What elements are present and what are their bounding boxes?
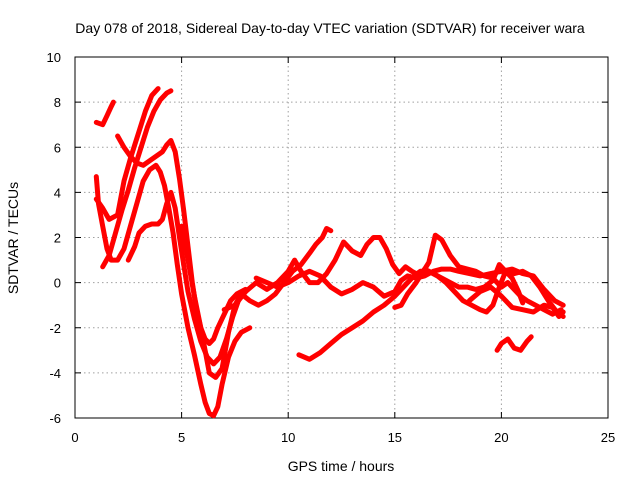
x-tick-label: 15 [388,430,402,445]
y-tick-label: -4 [49,366,61,381]
y-tick-label: 6 [54,140,61,155]
y-tick-label: 0 [54,276,61,291]
series-s5 [115,133,249,346]
tick-layer: 0 5 10 15 20 25 -6 -4 -2 0 2 4 6 8 10 [47,50,616,445]
y-axis-label: SDTVAR / TECUs [5,182,21,294]
y-tick-label: -2 [49,321,61,336]
series-s7 [179,223,334,380]
chart-title: Day 078 of 2018, Sidereal Day-to-day VTE… [75,20,585,36]
series-s2 [93,162,253,419]
x-tick-label: 25 [601,430,615,445]
series-s3 [93,86,161,222]
series-s11 [392,262,566,319]
y-tick-label: 8 [54,95,61,110]
y-tick-label: 4 [54,185,61,200]
x-tick-label: 0 [71,430,78,445]
series-s12 [494,334,534,353]
series-s13 [466,284,566,319]
x-tick-label: 10 [281,430,295,445]
series-layer [93,86,566,419]
series-s8 [221,232,564,317]
x-tick-label: 5 [178,430,185,445]
series-s1 [93,99,116,128]
y-tick-label: 2 [54,231,61,246]
series-s4 [100,88,174,270]
y-tick-label: 10 [47,50,61,65]
x-tick-label: 20 [494,430,508,445]
y-tick-label: -6 [49,411,61,426]
x-axis-label: GPS time / hours [288,458,395,474]
